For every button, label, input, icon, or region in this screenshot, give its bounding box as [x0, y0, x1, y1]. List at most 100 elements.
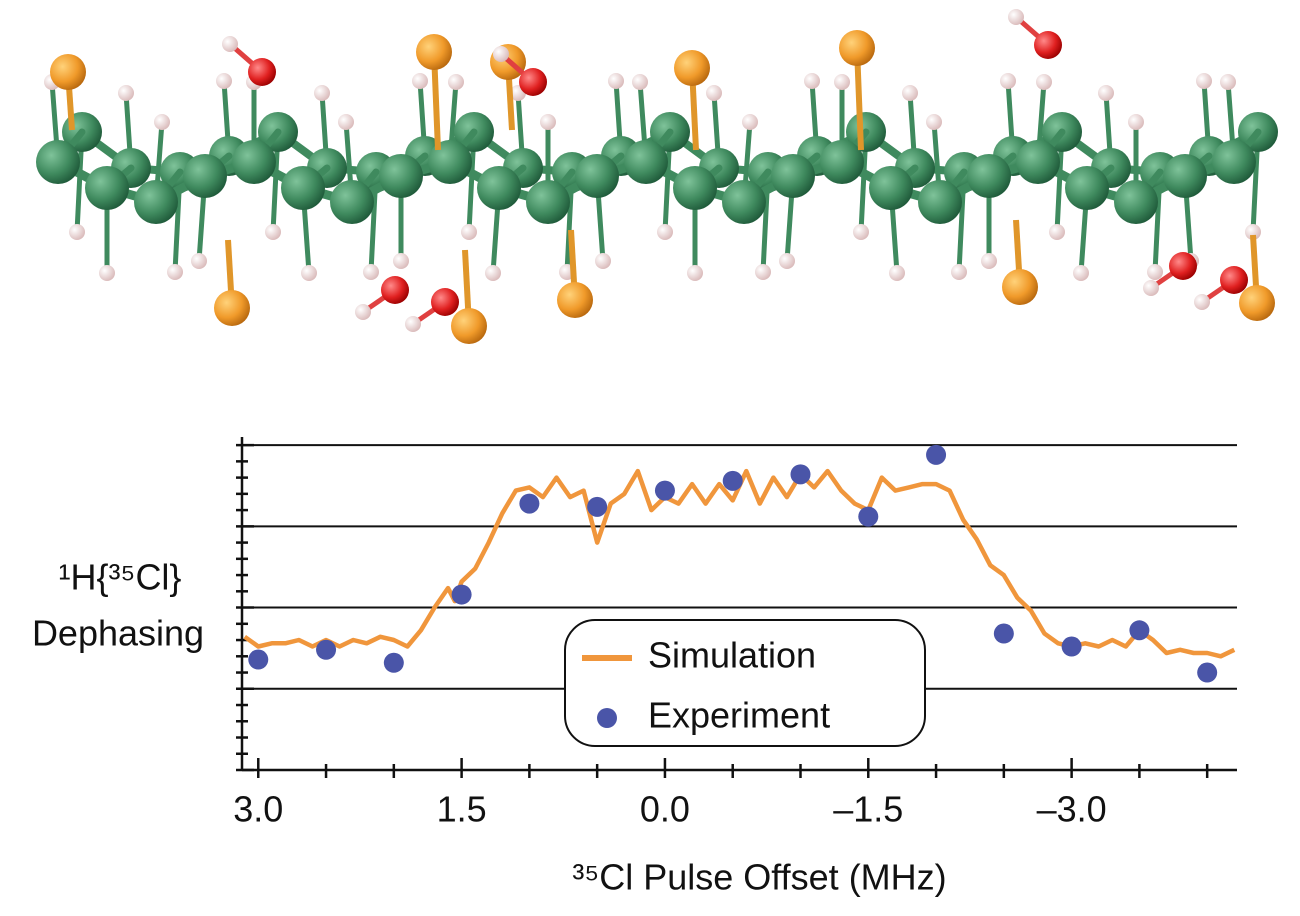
hydrogen	[902, 85, 918, 101]
y-axis-label: ¹H{³⁵Cl}	[59, 557, 182, 598]
carbon	[673, 166, 717, 210]
carbon	[281, 166, 325, 210]
x-tick-label: 0.0	[640, 789, 690, 830]
experiment-point	[1061, 636, 1082, 657]
hydrogen	[853, 224, 869, 240]
hydrogen	[1245, 224, 1261, 240]
hydrogen	[338, 114, 354, 130]
hydrogen	[632, 74, 648, 90]
oxygen	[1034, 31, 1062, 59]
carbon	[134, 180, 178, 224]
hydrogen	[314, 85, 330, 101]
hydrogen	[301, 265, 317, 281]
hydrogen	[216, 73, 232, 89]
experiment-point	[926, 444, 947, 465]
hydrogen	[1008, 9, 1024, 25]
hydrogen	[608, 73, 624, 89]
chlorine	[1002, 269, 1038, 305]
hydrogen	[1194, 294, 1210, 310]
carbon	[477, 166, 521, 210]
legend-label: Simulation	[648, 635, 816, 676]
hydrogen	[926, 114, 942, 130]
chlorine	[451, 308, 487, 344]
carbon	[1065, 166, 1109, 210]
carbon	[1016, 140, 1060, 184]
carbon	[1114, 180, 1158, 224]
hydrogen	[1036, 74, 1052, 90]
carbon	[379, 154, 423, 198]
legend-swatch	[597, 708, 617, 728]
x-axis-label: ³⁵Cl Pulse Offset (MHz)	[572, 857, 946, 898]
hydrogen	[265, 224, 281, 240]
hydrogen	[412, 73, 428, 89]
experiment-point	[858, 506, 879, 527]
hydrogen	[118, 85, 134, 101]
molecule-structure	[36, 9, 1278, 344]
x-tick-label: 1.5	[437, 789, 487, 830]
experiment-point	[993, 623, 1014, 644]
experiment-point	[316, 639, 337, 660]
hydrogen	[657, 224, 673, 240]
hydrogen	[755, 264, 771, 280]
carbon	[526, 180, 570, 224]
carbon	[428, 140, 472, 184]
carbon	[967, 154, 1011, 198]
y-axis-label: Dephasing	[32, 613, 204, 654]
experiment-point	[1129, 620, 1150, 641]
chlorine	[557, 282, 593, 318]
hydrogen	[779, 253, 795, 269]
chlorine	[1239, 285, 1275, 321]
hydrogen	[1128, 114, 1144, 130]
oxygen	[248, 58, 276, 86]
x-tick-label: –1.5	[833, 789, 903, 830]
oxygen	[1220, 266, 1248, 294]
hydrogen	[706, 85, 722, 101]
experiment-point	[383, 652, 404, 673]
carbon	[575, 154, 619, 198]
hydrogen	[687, 265, 703, 281]
carbon	[232, 140, 276, 184]
carbon	[722, 180, 766, 224]
hydrogen	[1220, 74, 1236, 90]
experiment-point	[519, 493, 540, 514]
carbon	[183, 154, 227, 198]
carbon	[918, 180, 962, 224]
hydrogen	[167, 264, 183, 280]
hydrogen	[493, 46, 509, 62]
hydrogen	[1000, 73, 1016, 89]
hydrogen	[1073, 265, 1089, 281]
hydrogen	[804, 73, 820, 89]
carbon	[36, 140, 80, 184]
hydrogen	[191, 253, 207, 269]
hydrogen	[595, 253, 611, 269]
hydrogen	[889, 265, 905, 281]
carbon	[330, 180, 374, 224]
experiment-point	[587, 496, 608, 517]
chlorine	[416, 34, 452, 70]
hydrogen	[981, 253, 997, 269]
carbon	[869, 166, 913, 210]
experiment-point	[248, 649, 269, 670]
hydrogen	[1098, 85, 1114, 101]
carbon	[1212, 140, 1256, 184]
oxygen	[431, 288, 459, 316]
chlorine	[839, 30, 875, 66]
legend-box	[564, 619, 926, 747]
oxygen	[519, 68, 547, 96]
hydrogen	[448, 74, 464, 90]
chlorine	[674, 50, 710, 86]
hydrogen	[154, 114, 170, 130]
experiment-point	[790, 464, 811, 485]
oxygen	[381, 276, 409, 304]
hydrogen	[540, 114, 556, 130]
hydrogen	[834, 74, 850, 90]
experiment-point	[654, 480, 675, 501]
hydrogen	[1196, 73, 1212, 89]
hydrogen	[461, 224, 477, 240]
hydrogen	[355, 304, 371, 320]
hydrogen	[485, 265, 501, 281]
hydrogen	[1147, 264, 1163, 280]
x-tick-label: –3.0	[1037, 789, 1107, 830]
